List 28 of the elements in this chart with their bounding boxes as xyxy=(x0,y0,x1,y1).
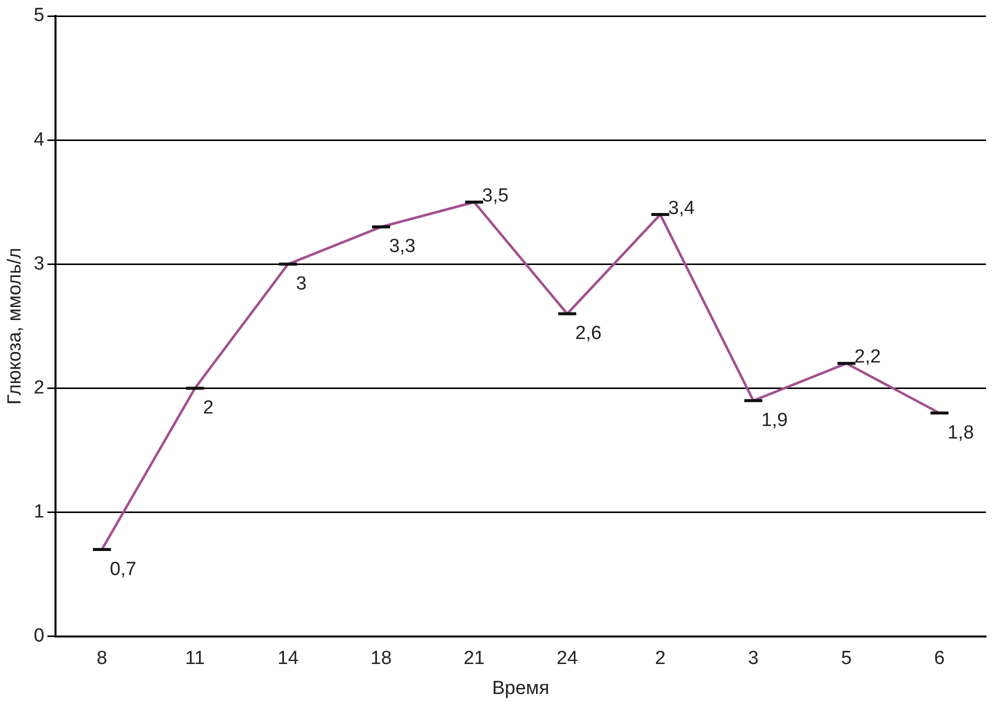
data-label: 3 xyxy=(296,273,307,294)
y-tick-label: 1 xyxy=(34,502,44,523)
x-tick-label: 8 xyxy=(96,648,108,670)
data-label: 2 xyxy=(202,397,214,418)
data-label: 1,9 xyxy=(761,410,788,431)
x-tick-label: 11 xyxy=(185,648,205,670)
x-tick-label: 14 xyxy=(277,648,300,670)
y-axis-title: Глюкоза, ммоль/л xyxy=(4,248,26,405)
data-label: 0,7 xyxy=(110,558,136,580)
x-tick-label: 6 xyxy=(934,648,945,670)
y-tick-label: 4 xyxy=(34,129,45,150)
x-tick-label: 2 xyxy=(654,648,666,670)
y-tick-label: 3 xyxy=(34,253,44,274)
x-tick-label: 24 xyxy=(556,648,578,670)
x-tick-label: 18 xyxy=(370,648,392,670)
data-label: 3,4 xyxy=(668,198,696,219)
x-tick-label: 3 xyxy=(748,648,759,670)
y-tick-label: 2 xyxy=(34,377,44,398)
data-label: 3,5 xyxy=(482,185,509,206)
y-tick-label: 5 xyxy=(34,5,44,26)
data-label: 3,3 xyxy=(389,236,416,258)
data-label: 2,2 xyxy=(854,346,881,368)
data-label: 1,8 xyxy=(947,422,974,444)
x-tick-label: 5 xyxy=(841,648,852,670)
data-label: 2,6 xyxy=(575,323,602,344)
x-tick-label: 21 xyxy=(464,648,485,670)
y-tick-label: 0 xyxy=(34,626,44,647)
x-axis-title: Время xyxy=(492,678,550,699)
